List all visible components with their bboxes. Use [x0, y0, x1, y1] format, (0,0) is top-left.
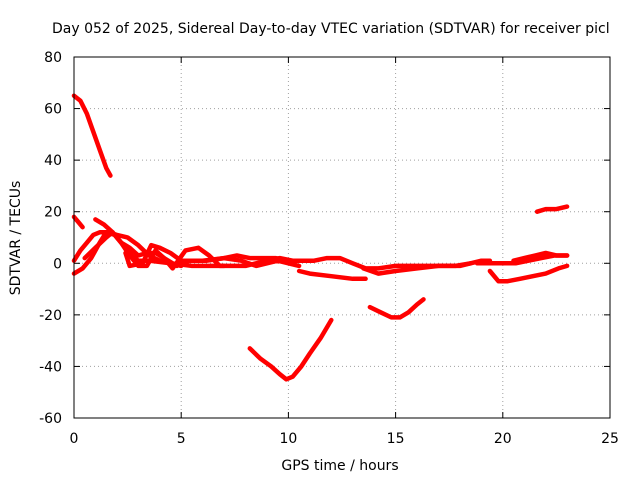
y-tick-label: -20 — [39, 308, 62, 324]
y-tick-label: -60 — [39, 411, 62, 427]
series-line-arc-10 — [361, 261, 473, 276]
y-tick-label: 20 — [44, 205, 62, 221]
y-tick-label: 40 — [44, 153, 62, 169]
series-line-arc-14 — [487, 263, 570, 284]
y-tick-label: 60 — [44, 102, 62, 118]
series-line-arc-1 — [71, 93, 113, 178]
series-line-arc-11 — [247, 317, 334, 382]
grid-lines — [74, 57, 610, 418]
y-tick-label: -40 — [39, 359, 62, 375]
series-line-arc-16 — [534, 204, 570, 214]
x-tick-label: 20 — [494, 431, 512, 447]
y-tick-label: 0 — [53, 256, 62, 272]
x-tick-label: 0 — [70, 431, 79, 447]
chart-title: Day 052 of 2025, Sidereal Day-to-day VTE… — [52, 21, 610, 37]
series-line-arc-2 — [71, 214, 85, 230]
series-line-arc-12 — [367, 297, 426, 320]
plot-frame — [73, 56, 611, 419]
x-tick-label: 5 — [177, 431, 186, 447]
x-axis-label: GPS time / hours — [281, 458, 398, 474]
series-line-arc-6 — [93, 217, 180, 269]
series-line-arc-9 — [296, 268, 368, 282]
x-tick-label: 10 — [279, 431, 297, 447]
series-line-arc-15 — [511, 250, 570, 263]
x-tick-label: 15 — [387, 431, 405, 447]
data-series — [71, 93, 570, 382]
y-tick-label: 80 — [44, 50, 62, 66]
y-axis-label: SDTVAR / TECUs — [8, 181, 24, 296]
x-tick-label: 25 — [601, 431, 619, 447]
